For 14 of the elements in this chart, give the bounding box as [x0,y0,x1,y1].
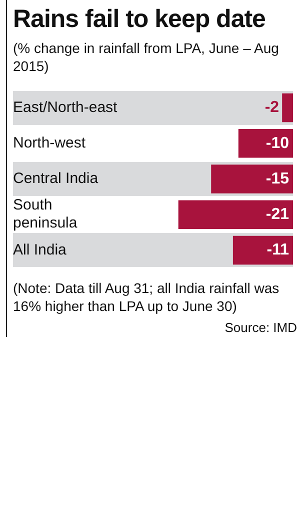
y-tick-label: South peninsula [13,196,78,232]
y-tick-label: Central India [13,170,99,188]
text: (Note: Data till Aug 31; all India rainfall was 16% higher than LPA up to June 30) [13,279,280,315]
data-label: -2 [264,99,280,116]
y-tick-label: All India [13,241,68,258]
chart-title: Rains fail to keep date [13,5,266,33]
chart-subtitle: (% change in rainfall from LPA, June – Aug 2015) [13,39,280,75]
data-label: -11 [266,242,290,259]
source-note: Source: IMD [224,319,297,337]
data-label: -15 [266,170,290,188]
data-label: -10 [266,134,290,152]
data-label: -21 [266,206,290,224]
y-tick-label: East/North-east [13,98,118,116]
y-tick-label: North-west [13,134,86,152]
